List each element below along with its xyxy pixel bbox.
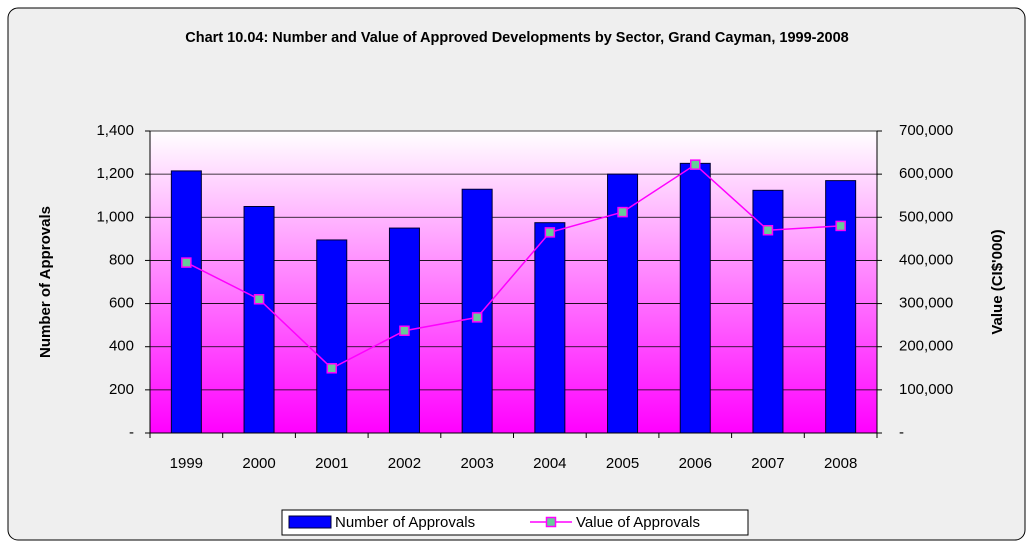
bar (243, 206, 275, 434)
line-marker (544, 227, 556, 238)
y-tick-label: 400 (109, 338, 134, 355)
y2-tick-label: 500,000 (899, 208, 953, 225)
x-tick-label: 2007 (751, 455, 784, 472)
y-tick-label: 800 (109, 251, 134, 268)
y2-axis-label: Value (CI$'000) (989, 229, 1006, 334)
x-tick-label: 2004 (533, 455, 566, 472)
line-marker (835, 220, 846, 232)
x-tick-label: 2006 (679, 455, 712, 472)
x-tick-label: 2005 (606, 455, 639, 472)
chart-title: Chart 10.04: Number and Value of Approve… (185, 30, 849, 46)
y-tick-label: 1,200 (96, 165, 134, 182)
y-tick-label: 600 (109, 295, 134, 312)
x-tick-label: 2000 (242, 455, 275, 472)
x-tick-label: 2003 (460, 455, 493, 472)
y-axis-label: Number of Approvals (37, 206, 54, 358)
line-marker (690, 159, 701, 170)
line-marker (762, 224, 774, 236)
line-marker (326, 363, 337, 374)
legend-label: Number of Approvals (335, 514, 475, 531)
line-marker (471, 312, 483, 323)
bar (316, 239, 348, 434)
y2-tick-label: - (899, 424, 904, 441)
y2-tick-label: 700,000 (899, 122, 953, 139)
legend-swatch (288, 515, 332, 529)
line (186, 163, 841, 370)
line-marker (181, 257, 192, 268)
bar (679, 162, 711, 434)
line-marker (253, 294, 265, 305)
y-tick-label: - (129, 424, 134, 441)
x-tick-label: 2008 (824, 455, 857, 472)
y2-tick-label: 100,000 (899, 381, 953, 398)
legend-swatch (545, 516, 557, 528)
x-tick-label: 2002 (388, 455, 421, 472)
y2-tick-label: 400,000 (899, 251, 953, 268)
x-tick-label: 1999 (170, 455, 203, 472)
bar (534, 222, 566, 434)
y2-tick-label: 300,000 (899, 295, 953, 312)
legend (281, 509, 749, 536)
x-tick-label: 2001 (315, 455, 348, 472)
y-tick-label: 1,000 (96, 208, 134, 225)
bar (825, 180, 857, 434)
line-marker (617, 206, 628, 218)
y-tick-label: 1,400 (96, 122, 134, 139)
bar (461, 188, 493, 434)
y-tick-label: 200 (109, 381, 134, 398)
legend-label: Value of Approvals (576, 514, 700, 531)
y2-tick-label: 600,000 (899, 165, 953, 182)
line-marker (399, 325, 410, 337)
y2-tick-label: 200,000 (899, 338, 953, 355)
bar (170, 170, 202, 434)
